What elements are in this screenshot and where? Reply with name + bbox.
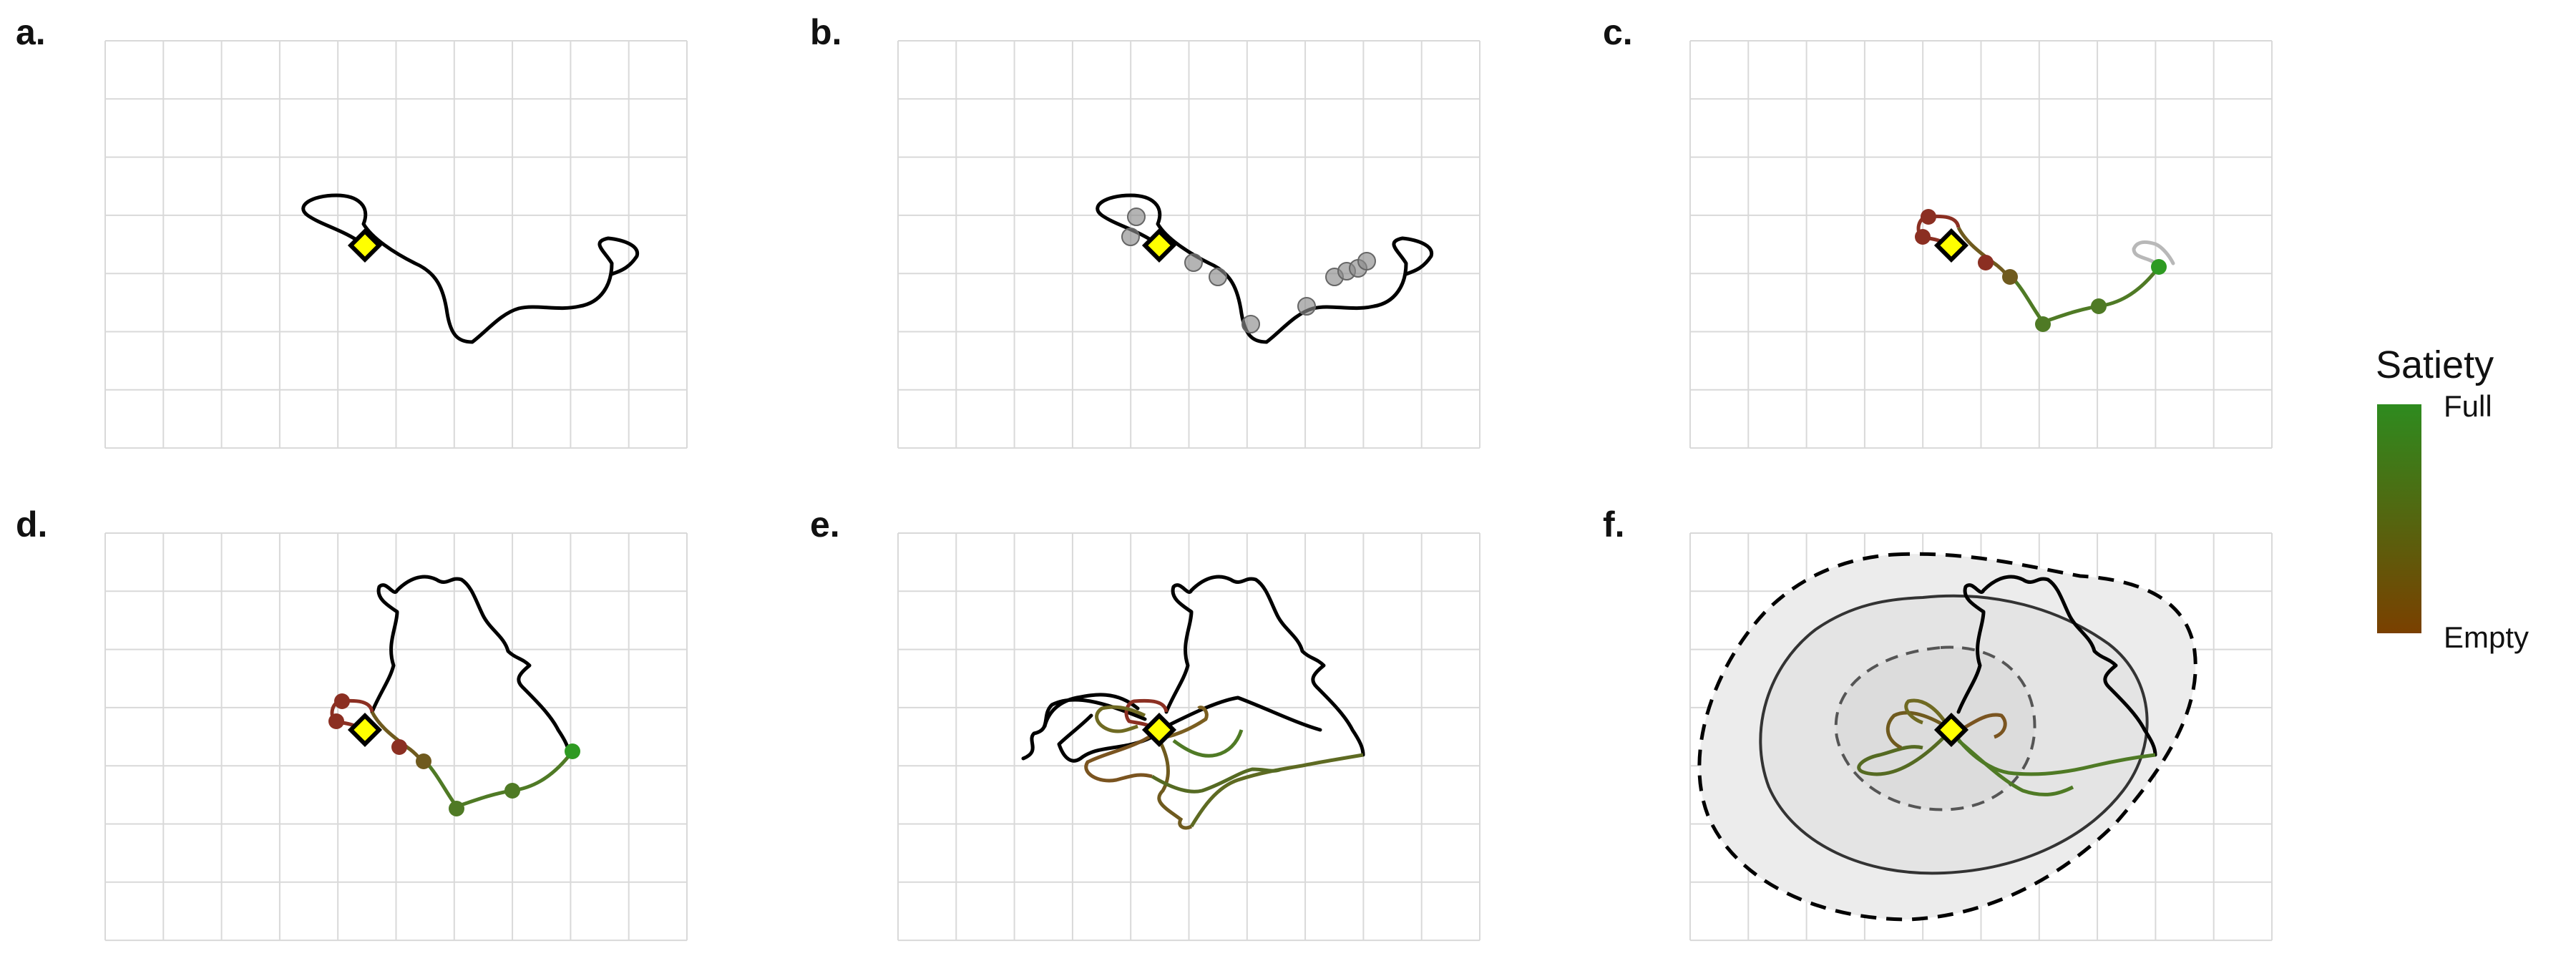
stop-point: [1357, 252, 1376, 270]
stop-point: [2035, 316, 2051, 332]
track-trip: [1057, 713, 1154, 763]
panel-e-grid: [897, 532, 1480, 942]
panel-label-f: f.: [1603, 504, 1625, 545]
stop-point: [1209, 268, 1227, 286]
stop-point: [565, 743, 580, 759]
track-trip: [1957, 739, 2074, 796]
legend-label-full: Full: [2444, 389, 2492, 423]
panel-b-grid: [897, 40, 1480, 449]
stop-point: [1915, 229, 1931, 245]
panel-b-track: [1096, 193, 1434, 344]
panel-c-grid: [1689, 40, 2273, 449]
track-trip: [1043, 693, 1140, 728]
legend-label-empty: Empty: [2444, 620, 2529, 654]
stop-point: [1127, 208, 1146, 226]
track-trip: [1157, 696, 1322, 732]
track-segment-post-feeding: [2132, 240, 2175, 269]
panel-d-grid: [104, 532, 688, 942]
panel-label-b: b.: [810, 12, 841, 52]
stop-points: [1121, 208, 1376, 333]
track-trip: [1021, 698, 1147, 761]
stop-point: [391, 739, 407, 755]
satiety-colorbar: [2377, 404, 2421, 633]
stop-point: [328, 713, 344, 729]
return-path: [370, 575, 571, 757]
stop-point: [2151, 259, 2167, 275]
satiety-legend: Satiety Full Empty: [2376, 343, 2529, 654]
track-trip: [1084, 728, 1161, 783]
stop-point: [2002, 269, 2018, 285]
stop-point: [2091, 298, 2107, 314]
panel-label-d: d.: [16, 504, 47, 545]
nest-diamond-icon: [1141, 228, 1177, 263]
nest-diamond-icon: [1933, 228, 1969, 263]
track-trip: [1953, 713, 2007, 739]
track-segment-green: [2011, 265, 2160, 324]
stop-point: [1297, 297, 1316, 316]
nest-diamond-icon: [1141, 712, 1177, 748]
track-trip: [1166, 706, 1209, 739]
panel-label-e: e.: [810, 504, 840, 545]
stop-point: [334, 693, 350, 709]
legend-title: Satiety: [2376, 343, 2494, 386]
stop-point: [416, 753, 431, 769]
stop-point: [1121, 228, 1140, 246]
panel-label-c: c.: [1603, 12, 1633, 52]
nest-diamond-icon: [347, 712, 383, 748]
track-trip: [1172, 729, 1244, 758]
track-trip: [1153, 732, 1193, 830]
stop-point: [1921, 209, 1936, 225]
home-range-core-contour: [1834, 645, 2036, 811]
panel-f-home-range: [1697, 552, 2197, 922]
panel-c-track: [1915, 209, 2175, 332]
return-path: [1956, 575, 2157, 757]
stop-point: [1184, 253, 1203, 272]
track-trip: [1151, 767, 1282, 794]
return-path: [1164, 575, 1365, 757]
stop-point: [504, 783, 520, 799]
stop-point: [449, 801, 464, 816]
nest-diamond-icon: [347, 228, 383, 263]
stop-point: [1978, 255, 1994, 270]
panel-a-track: [301, 193, 640, 344]
nest-diamond-icon: [1933, 712, 1969, 748]
panel-d-track: [328, 575, 580, 816]
track-trip: [1885, 711, 1953, 750]
track-trip: [1095, 705, 1146, 733]
panel-label-a: a.: [16, 12, 46, 52]
panel-e-tracks: [1021, 575, 1365, 830]
track-trip: [1904, 698, 1950, 728]
panel-a-grid: [104, 40, 688, 449]
track-trip: [1857, 736, 1946, 776]
track-segment-green: [424, 750, 574, 809]
stop-point: [1241, 315, 1260, 333]
